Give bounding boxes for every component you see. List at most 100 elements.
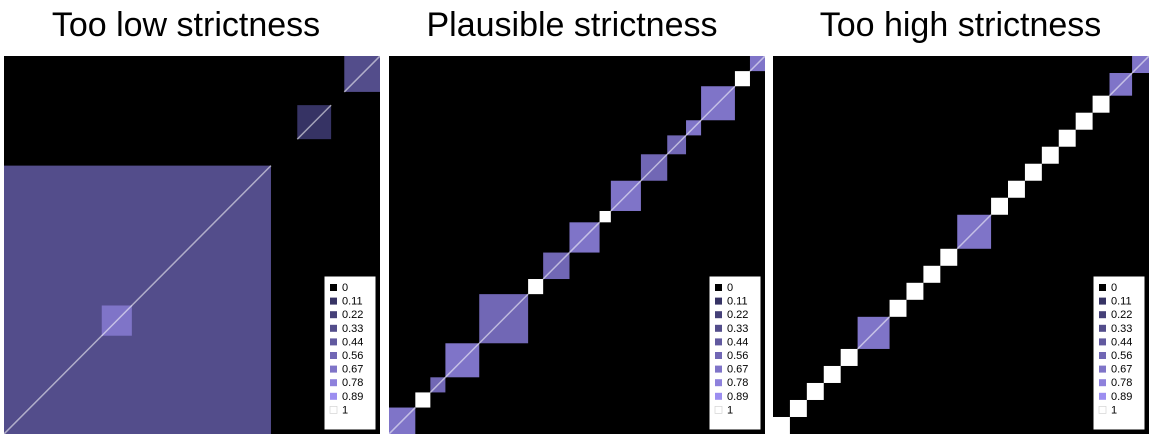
legend-swatch-3	[330, 324, 337, 332]
heatmap-block-0	[773, 416, 790, 434]
legend-label-0: 0	[342, 282, 348, 294]
diagonal-highlight-1	[296, 104, 332, 140]
legend-label-5: 0.56	[342, 350, 363, 362]
legend-label-4: 0.44	[1111, 336, 1132, 348]
legend-label-2: 0.22	[1111, 309, 1132, 321]
legend-swatch-4	[715, 338, 722, 346]
legend-label-3: 0.33	[727, 323, 748, 335]
legend-label-2: 0.22	[727, 309, 748, 321]
legend-label-0: 0	[727, 282, 733, 294]
diagonal-highlight-10	[956, 214, 992, 250]
diagonal-highlight-0	[4, 165, 272, 434]
legend-label-4: 0.44	[342, 336, 363, 348]
legend-swatch-3	[715, 324, 722, 332]
heatmap-block-17	[1092, 95, 1110, 113]
legend-swatch-1	[330, 297, 337, 305]
diagonal-highlight-18	[1108, 72, 1133, 97]
heatmap-block-4	[840, 348, 858, 366]
diagonal-highlight-0	[389, 407, 416, 434]
heatmap-block-13	[1024, 163, 1042, 181]
heatmap-block-15	[1058, 129, 1076, 147]
legend-label-4: 0.44	[727, 336, 748, 348]
heatmap-block-9	[940, 248, 958, 266]
legend-label-7: 0.78	[727, 377, 748, 389]
legend-swatch-5	[715, 352, 722, 359]
heatmap-block-12	[1008, 180, 1025, 198]
heatmap-block-2	[806, 382, 824, 400]
legend-swatch-2	[715, 311, 722, 319]
legend-label-7: 0.78	[1111, 377, 1132, 389]
heatmap-block-1	[789, 399, 807, 417]
chart-title: Too high strictness	[819, 6, 1102, 44]
legend-label-9: 1	[1111, 404, 1117, 416]
heatmap-block-8	[599, 210, 611, 223]
legend-swatch-5	[1099, 352, 1106, 359]
legend-label-5: 0.56	[1111, 350, 1132, 362]
legend-label-8: 0.89	[342, 391, 363, 403]
heatmap-panel-plausible: 0 0.110.22 0.330.44 0.56 0.670.78 0.891	[389, 56, 765, 434]
legend-label-5: 0.56	[727, 350, 748, 362]
diagonal-highlight-3	[444, 342, 480, 378]
legend-swatch-9	[714, 406, 723, 414]
diagonal-highlight-15	[749, 56, 765, 72]
legend-label-9: 1	[727, 404, 733, 416]
legend-label-1: 0.11	[727, 296, 748, 308]
legend-swatch-9	[329, 406, 338, 414]
legend-swatch-5	[330, 352, 337, 359]
legend-swatch-2	[1099, 311, 1106, 319]
legend-swatch-7	[1099, 379, 1106, 387]
legend-swatch-4	[330, 338, 337, 346]
heatmap-block-7	[906, 282, 924, 300]
legend: 0 0.110.22 0.330.44 0.56 0.670.78 0.891	[323, 275, 377, 431]
legend-label-3: 0.33	[1111, 323, 1132, 335]
legend-label-8: 0.89	[727, 391, 748, 403]
heatmap-block-14	[734, 71, 750, 87]
legend-label-0: 0	[1111, 282, 1117, 294]
diagonal-highlight-4	[478, 293, 529, 344]
legend-swatch-0	[1099, 284, 1106, 291]
legend-label-2: 0.22	[342, 309, 363, 321]
diagonal-highlight-5	[857, 316, 891, 350]
chart-title: Plausible strictness	[426, 6, 718, 44]
heatmap-block-16	[1075, 112, 1093, 130]
heatmap-panel-too-low: 0 0.110.22 0.330.44 0.56 0.670.78 0.891	[4, 56, 380, 434]
heatmap-block-14	[1041, 146, 1059, 164]
diagonal-highlight-12	[685, 119, 702, 136]
heatmap-block-3	[823, 365, 841, 383]
diagonal-highlight-3	[101, 304, 133, 337]
heatmap-block-6	[889, 299, 907, 317]
legend-swatch-8	[1099, 392, 1106, 400]
diagonal-highlight-9	[610, 180, 642, 212]
heatmap-block-1	[415, 392, 431, 408]
legend-label-9: 1	[342, 404, 348, 416]
legend-swatch-6	[330, 365, 337, 373]
legend-swatch-0	[330, 284, 337, 291]
legend-swatch-8	[330, 392, 337, 400]
diagonal-highlight-19	[1131, 56, 1149, 74]
legend-swatch-6	[715, 365, 722, 373]
diagonal-highlight-2	[429, 376, 446, 393]
legend-swatch-0	[715, 284, 722, 291]
legend-swatch-1	[715, 297, 722, 305]
legend-swatch-3	[1099, 324, 1106, 332]
diagonal-highlight-11	[666, 134, 687, 155]
legend-label-1: 0.11	[342, 296, 363, 308]
legend: 0 0.110.22 0.330.44 0.56 0.670.78 0.891	[708, 275, 762, 431]
legend-label-6: 0.67	[727, 364, 748, 376]
diagonal-highlight-10	[640, 153, 668, 182]
chart-title: Too low strictness	[51, 6, 321, 44]
legend-swatch-7	[330, 379, 337, 387]
legend-swatch-2	[330, 311, 337, 319]
diagonal-highlight-7	[568, 221, 601, 254]
diagonal-highlight-6	[542, 252, 571, 280]
legend-label-7: 0.78	[342, 377, 363, 389]
legend: 0 0.110.22 0.330.44 0.56 0.670.78 0.891	[1092, 275, 1146, 431]
diagonal-highlight-2	[343, 56, 380, 93]
legend-label-6: 0.67	[1111, 364, 1132, 376]
legend-swatch-7	[715, 379, 722, 387]
legend-label-8: 0.89	[1111, 391, 1132, 403]
legend-label-3: 0.33	[342, 323, 363, 335]
legend-swatch-4	[1099, 338, 1106, 346]
legend-swatch-6	[1099, 365, 1106, 373]
legend-label-6: 0.67	[342, 364, 363, 376]
